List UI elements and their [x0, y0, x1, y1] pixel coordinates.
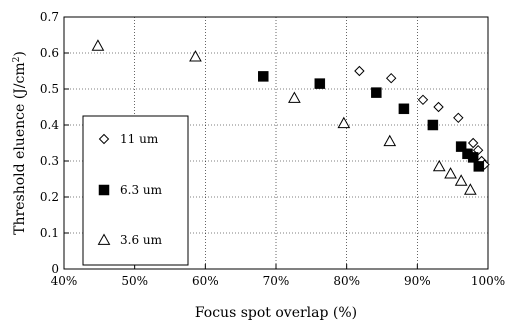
data-point — [427, 119, 439, 131]
data-point — [473, 161, 485, 172]
y-tick-label: 0.2 — [40, 190, 59, 204]
data-point — [433, 101, 444, 113]
legend-label: 3.6 um — [120, 233, 163, 247]
x-tick-label: 90% — [404, 274, 431, 288]
data-point — [432, 159, 446, 172]
data-point — [371, 87, 382, 98]
y-tick-label: 0.1 — [40, 226, 59, 240]
y-tick-label: 0.5 — [40, 82, 59, 96]
legend-marker — [98, 184, 110, 196]
data-point — [314, 78, 326, 89]
legend-label: 6.3 um — [120, 183, 163, 197]
y-tick-label: 0 — [51, 262, 59, 276]
legend-marker — [98, 133, 110, 145]
y-tick-label: 0.7 — [40, 10, 59, 24]
axis-ticks: 40% 50% 60% 70% 80% 90% 100% 0 0.1 0.2 0.3 0.4 0.5 0.… — [40, 10, 505, 288]
data-point — [467, 152, 479, 163]
x-tick-label: 100% — [471, 274, 505, 288]
data-point — [189, 50, 202, 62]
x-axis-title: Focus spot overlap (%) — [195, 305, 357, 321]
data-point — [337, 116, 351, 129]
y-tick-label: 0.6 — [40, 46, 59, 60]
data-point — [91, 39, 105, 51]
data-point — [258, 71, 269, 82]
y-axis-title: Threshold eluence (J/cm2) — [12, 51, 28, 235]
legend: 11 um 6.3 um 3.6 um — [82, 115, 189, 266]
data-point — [455, 141, 467, 152]
data-point — [463, 183, 477, 195]
data-point — [444, 167, 457, 179]
data-point — [417, 94, 429, 106]
data-point — [454, 174, 468, 186]
y-tick-label: 0.3 — [40, 154, 59, 168]
x-tick-label: 70% — [263, 274, 290, 288]
legend-marker — [97, 233, 111, 245]
x-tick-label: 40% — [51, 274, 78, 288]
y-axis-title-close: ) — [12, 51, 28, 56]
x-tick-label: 50% — [121, 274, 148, 288]
x-tick-label: 60% — [192, 274, 219, 288]
legend-label: 11 um — [120, 132, 159, 146]
data-point — [383, 134, 397, 147]
y-tick-label: 0.4 — [40, 118, 59, 132]
data-point — [398, 103, 410, 115]
y-axis-title-superscript: 2 — [12, 57, 22, 63]
data-point — [354, 65, 365, 77]
y-axis-title-main: Threshold eluence (J/cm — [12, 62, 28, 234]
data-point — [453, 112, 464, 124]
data-points — [91, 39, 490, 195]
x-tick-label: 80% — [333, 274, 360, 288]
data-point — [288, 91, 301, 103]
data-point — [385, 72, 397, 84]
legend-entries: 11 um 6.3 um 3.6 um — [97, 132, 163, 247]
data-point — [467, 137, 479, 149]
